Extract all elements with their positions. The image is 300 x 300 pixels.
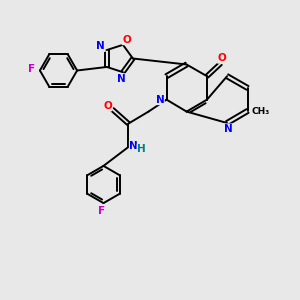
Text: N: N	[97, 41, 105, 51]
Text: H: H	[137, 144, 146, 154]
Text: O: O	[103, 101, 112, 111]
Text: CH₃: CH₃	[252, 106, 270, 116]
Text: F: F	[28, 64, 35, 74]
Text: N: N	[117, 74, 126, 84]
Text: N: N	[129, 140, 138, 151]
Text: N: N	[224, 124, 233, 134]
Text: O: O	[122, 35, 131, 45]
Text: O: O	[218, 53, 226, 63]
Text: N: N	[155, 94, 164, 105]
Text: F: F	[98, 206, 106, 216]
